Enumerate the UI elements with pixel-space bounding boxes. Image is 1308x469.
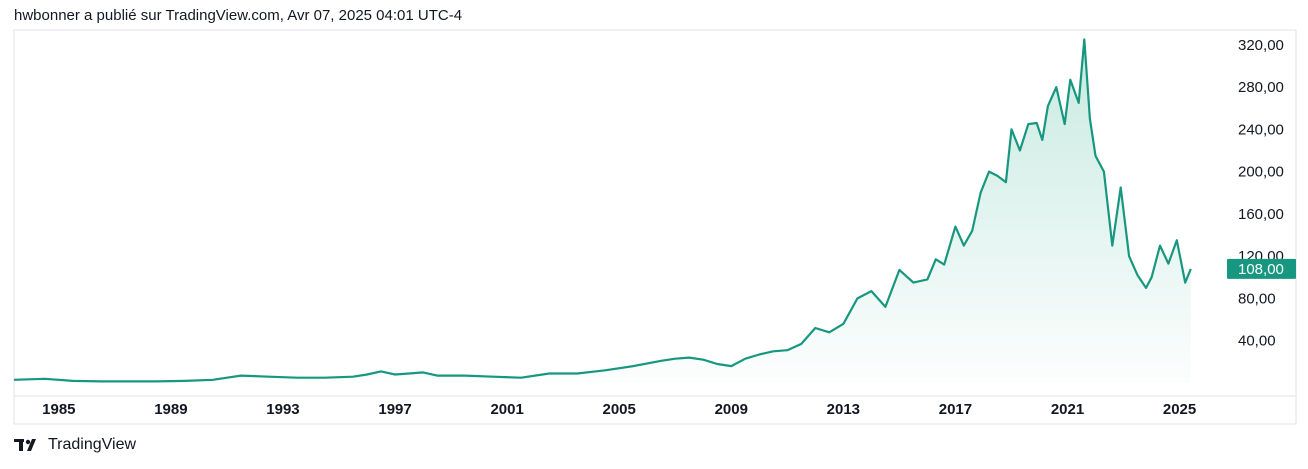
x-tick-label: 2013 — [827, 401, 860, 418]
x-tick-label: 2001 — [490, 401, 523, 418]
x-tick-label: 1989 — [154, 401, 187, 418]
x-tick-label: 1985 — [42, 401, 75, 418]
price-line — [13, 38, 1192, 383]
x-tick-label: 2017 — [939, 401, 972, 418]
y-tick-label: 80,00 — [1238, 290, 1276, 307]
tradingview-logo-icon — [14, 439, 36, 451]
x-tick-label: 2021 — [1051, 401, 1084, 418]
x-tick-label: 2025 — [1163, 401, 1196, 418]
last-price-badge-bg — [1227, 258, 1296, 279]
x-axis-ticks: 1985 1989 1993 1997 2001 2005 2009 2013 2017 2021… — [42, 401, 1196, 418]
y-tick-label: 280,00 — [1238, 79, 1284, 96]
x-tick-label: 2009 — [715, 401, 748, 418]
price-area-fill — [14, 39, 1191, 383]
last-price-label: 108,00 — [1238, 261, 1284, 278]
plot-frame — [13, 29, 1297, 425]
y-tick-label: 240,00 — [1238, 121, 1284, 138]
y-tick-label: 320,00 — [1238, 37, 1284, 54]
y-tick-label: 200,00 — [1238, 164, 1284, 181]
footer: TradingView — [14, 436, 136, 454]
y-tick-label: 40,00 — [1238, 333, 1276, 350]
x-tick-label: 2005 — [603, 401, 636, 418]
last-price-badge: 108,00 — [1227, 258, 1296, 279]
y-axis-ticks: 40,0080,00120,00160,00200,00240,00280,00… — [1238, 37, 1284, 350]
publisher-header: hwbonner a publié sur TradingView.com, A… — [14, 7, 463, 24]
tradingview-brand: TradingView — [48, 436, 137, 453]
y-tick-label: 160,00 — [1238, 206, 1284, 223]
x-tick-label: 1993 — [266, 401, 299, 418]
x-tick-label: 1997 — [378, 401, 411, 418]
